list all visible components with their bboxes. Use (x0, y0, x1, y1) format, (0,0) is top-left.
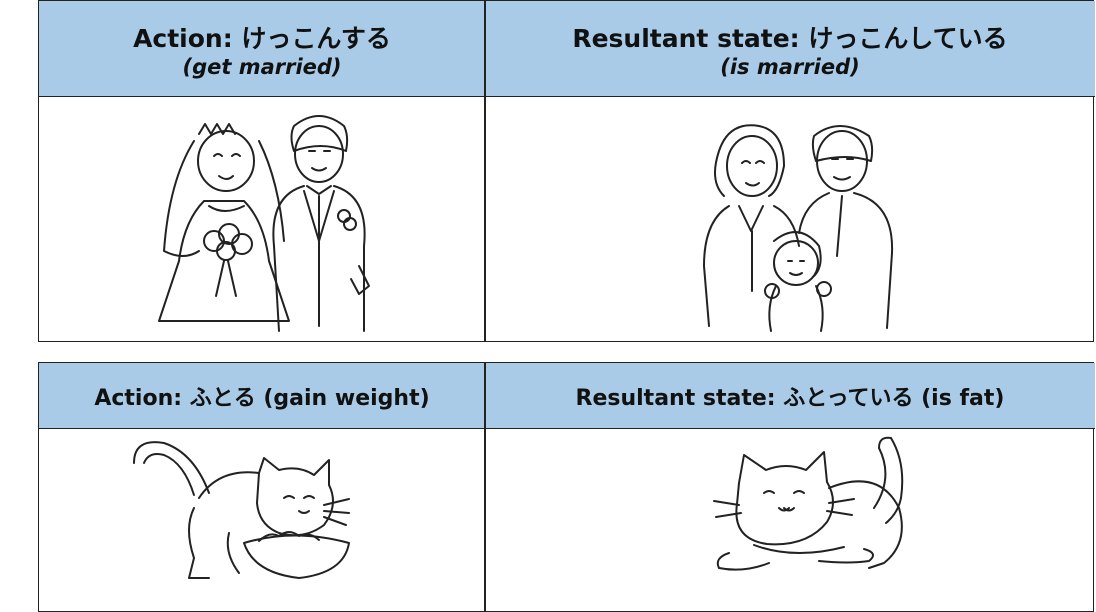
header-cell: Resultant state: ふとっている (is fat) (485, 363, 1095, 429)
header-text: Action: ふとる (gain weight) (94, 385, 430, 411)
header-gloss: (is married) (720, 54, 860, 79)
column-divider (484, 1, 486, 341)
cat-eating-illustration (133, 441, 350, 579)
header-cell: Resultant state: けっこんしている (is married) (485, 1, 1095, 97)
wedding-illustration (158, 115, 370, 332)
header-cell: Action: けっこんする (get married) (39, 1, 485, 97)
table-fat: Action: ふとる (gain weight) Resultant stat… (38, 362, 1095, 612)
header-text: Action: けっこんする (133, 23, 391, 53)
header-cell: Action: ふとる (gain weight) (39, 363, 485, 429)
table-married: Action: けっこんする (get married) Resultant s… (38, 0, 1095, 342)
column-divider (484, 363, 486, 611)
header-gloss: (get married) (182, 54, 342, 79)
fat-cat-illustration (713, 436, 904, 571)
header-text: Resultant state: けっこんしている (572, 23, 1008, 53)
header-text: Resultant state: ふとっている (is fat) (575, 385, 1005, 411)
page: {"tables": [ {"headers": [ {"line1": "Ac… (38, 0, 1095, 612)
family-illustration (703, 124, 894, 332)
